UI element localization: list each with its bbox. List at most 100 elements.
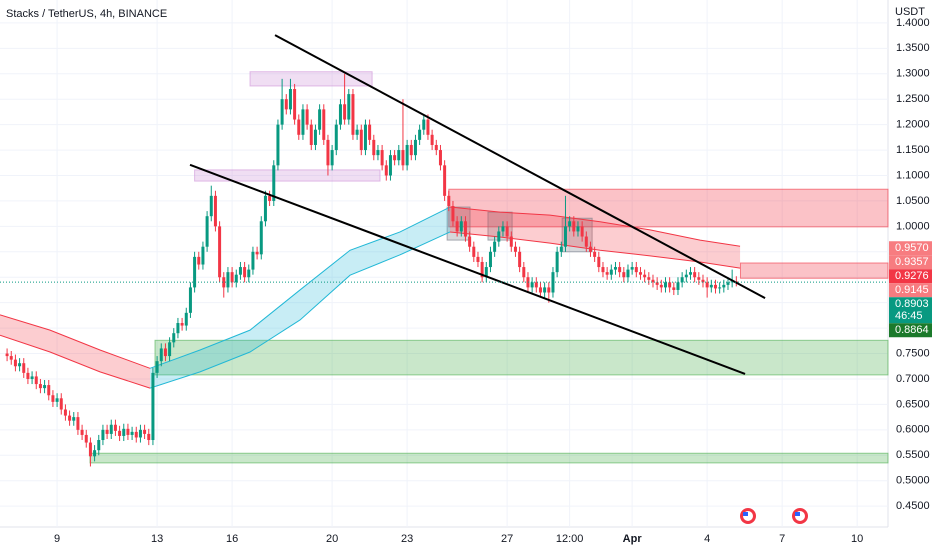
candle-body xyxy=(630,267,634,270)
y-tick-label: 0.5000 xyxy=(896,475,930,487)
candle-body xyxy=(326,139,330,166)
candle-body xyxy=(613,267,617,270)
x-tick-label: 13 xyxy=(151,533,163,545)
candle-body xyxy=(697,277,701,280)
candle-body xyxy=(151,372,155,441)
candle-body xyxy=(413,139,417,156)
candle-body xyxy=(72,417,76,421)
ribbon-upper xyxy=(149,206,451,369)
candle-body xyxy=(601,267,605,273)
y-tick-label: 1.0500 xyxy=(896,195,930,207)
candle-body xyxy=(434,144,438,151)
event-flag[interactable] xyxy=(792,508,808,524)
candle-body xyxy=(105,429,109,434)
y-tick-label: 0.7500 xyxy=(896,347,930,359)
candle-body xyxy=(180,323,184,326)
zone xyxy=(89,452,889,464)
candle-body xyxy=(563,226,567,247)
candle-body xyxy=(484,267,488,278)
x-tick-label: 12:00 xyxy=(556,533,584,545)
candle-body xyxy=(343,104,347,120)
y-tick-label: 1.1500 xyxy=(896,144,930,156)
candle-body xyxy=(122,428,126,436)
candle-body xyxy=(101,429,105,441)
event-flag[interactable] xyxy=(740,508,756,524)
candle-body xyxy=(384,165,388,176)
candle-body xyxy=(247,269,251,278)
candle-body xyxy=(38,384,42,389)
candle-body xyxy=(84,434,88,443)
candle-body xyxy=(251,251,255,270)
flag-icon-canton xyxy=(795,512,800,516)
candle-body xyxy=(59,398,63,410)
y-tick-label: 0.7000 xyxy=(896,373,930,385)
candle-body xyxy=(451,206,455,222)
candle-body xyxy=(43,385,47,389)
candle-body xyxy=(347,94,351,120)
candle-body xyxy=(168,342,172,357)
candle-body xyxy=(355,129,359,135)
candle-body xyxy=(688,272,692,275)
x-tick-label: 4 xyxy=(704,533,710,545)
candle-body xyxy=(555,251,559,273)
candle-body xyxy=(26,372,30,379)
candle-body xyxy=(188,287,192,313)
candle-body xyxy=(22,363,26,373)
candle-body xyxy=(130,431,134,435)
candle-body xyxy=(722,284,726,288)
candle-body xyxy=(397,150,401,161)
candle-body xyxy=(509,236,513,247)
candle-body xyxy=(93,450,97,457)
x-tick-label: Apr xyxy=(623,533,643,545)
candle-body xyxy=(301,109,305,135)
ribbon-band xyxy=(0,314,151,389)
candle-body xyxy=(568,221,572,227)
candle-body xyxy=(243,267,247,278)
candle-body xyxy=(643,274,647,278)
x-tick-label: 16 xyxy=(226,533,238,545)
candle-body xyxy=(359,129,363,151)
candle-body xyxy=(459,221,463,232)
zone xyxy=(154,339,889,376)
candle-body xyxy=(626,269,630,278)
price-label-bg xyxy=(889,283,932,298)
candle-body xyxy=(159,348,163,362)
candle-body xyxy=(705,282,709,288)
candle-body xyxy=(622,272,626,278)
candle-body xyxy=(88,442,92,457)
candle-body xyxy=(588,246,592,252)
candle-body xyxy=(109,424,113,434)
candle-body xyxy=(209,195,213,217)
candle-body xyxy=(297,119,301,135)
candle-body xyxy=(393,155,397,161)
candle-body xyxy=(634,267,638,273)
candle-body xyxy=(618,267,622,273)
candle-body xyxy=(34,376,38,385)
candle-body xyxy=(684,274,688,278)
price-label-bg xyxy=(889,297,932,324)
y-tick-label: 1.3500 xyxy=(896,42,930,54)
candle-body xyxy=(213,195,217,227)
candle-body xyxy=(126,428,130,435)
price-label: 0.9145 xyxy=(895,284,929,296)
candle-body xyxy=(655,282,659,285)
candle-body xyxy=(76,417,80,430)
candle-body xyxy=(663,282,667,288)
candle-body xyxy=(593,251,597,257)
candle-body xyxy=(726,282,730,285)
candle-body xyxy=(543,287,547,293)
candle-body xyxy=(234,274,238,283)
candle-body xyxy=(518,251,522,268)
candle-body xyxy=(18,363,22,367)
ribbon-lower xyxy=(0,334,151,389)
candle-body xyxy=(676,282,680,290)
candle-body xyxy=(584,236,588,247)
y-tick-label: 1.1000 xyxy=(896,169,930,181)
x-tick-label: 7 xyxy=(779,533,785,545)
candle-body xyxy=(218,226,222,278)
candle-body xyxy=(497,231,501,242)
candle-body xyxy=(659,284,663,288)
candle-body xyxy=(455,221,459,232)
y-tick-label: 1.0000 xyxy=(896,220,930,232)
